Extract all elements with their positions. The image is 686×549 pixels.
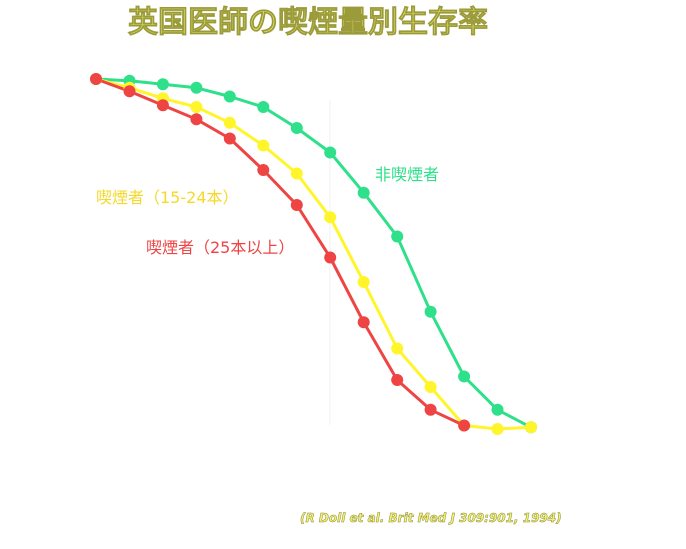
data-point-series-0-3 [190, 81, 203, 94]
data-point-series-1-7 [324, 211, 337, 224]
data-point-series-0-10 [424, 305, 437, 318]
data-point-series-1-10 [424, 381, 437, 393]
data-point-series-0-8 [357, 186, 370, 199]
series-label-smoker-15-24: 喫煙者（15-24本） [96, 188, 239, 207]
data-point-series-2-8 [357, 316, 370, 329]
series-line-2 [95, 77, 465, 427]
series-layer [90, 73, 537, 435]
data-point-series-0-5 [257, 101, 270, 113]
data-point-series-0-4 [223, 90, 236, 103]
data-point-series-1-9 [391, 342, 404, 355]
data-point-series-2-11 [458, 419, 471, 432]
data-point-series-2-6 [290, 199, 303, 211]
data-point-series-1-6 [290, 167, 303, 180]
data-point-series-1-3 [190, 101, 203, 113]
data-point-series-2-0 [90, 73, 102, 85]
data-point-series-1-8 [357, 276, 370, 288]
series-label-smoker-25plus: 喫煙者（25本以上） [146, 238, 294, 257]
data-point-series-2-10 [424, 403, 437, 416]
data-point-series-2-2 [156, 99, 169, 112]
data-point-series-2-7 [324, 251, 337, 264]
data-point-series-1-13 [525, 421, 537, 434]
data-point-series-0-7 [324, 146, 337, 159]
data-point-series-2-5 [257, 164, 270, 176]
data-point-series-1-12 [491, 423, 504, 435]
citation-text: (R Doll et al. Brit Med J 309:901, 1994) [300, 511, 562, 525]
data-point-series-0-6 [290, 122, 303, 134]
data-point-series-0-2 [156, 78, 169, 91]
data-point-series-0-9 [391, 230, 404, 243]
series-label-nonsmoker: 非喫煙者 [375, 165, 439, 184]
data-point-series-2-4 [223, 132, 236, 145]
data-point-series-2-1 [123, 85, 136, 98]
data-point-series-1-4 [223, 116, 236, 129]
data-point-series-2-9 [391, 374, 404, 386]
data-point-series-0-11 [458, 370, 471, 383]
data-point-series-0-12 [491, 403, 504, 416]
data-point-series-1-5 [257, 139, 270, 152]
data-point-series-2-3 [190, 113, 203, 126]
chart-title: 英国医師の喫煙量別生存率 [128, 5, 488, 40]
